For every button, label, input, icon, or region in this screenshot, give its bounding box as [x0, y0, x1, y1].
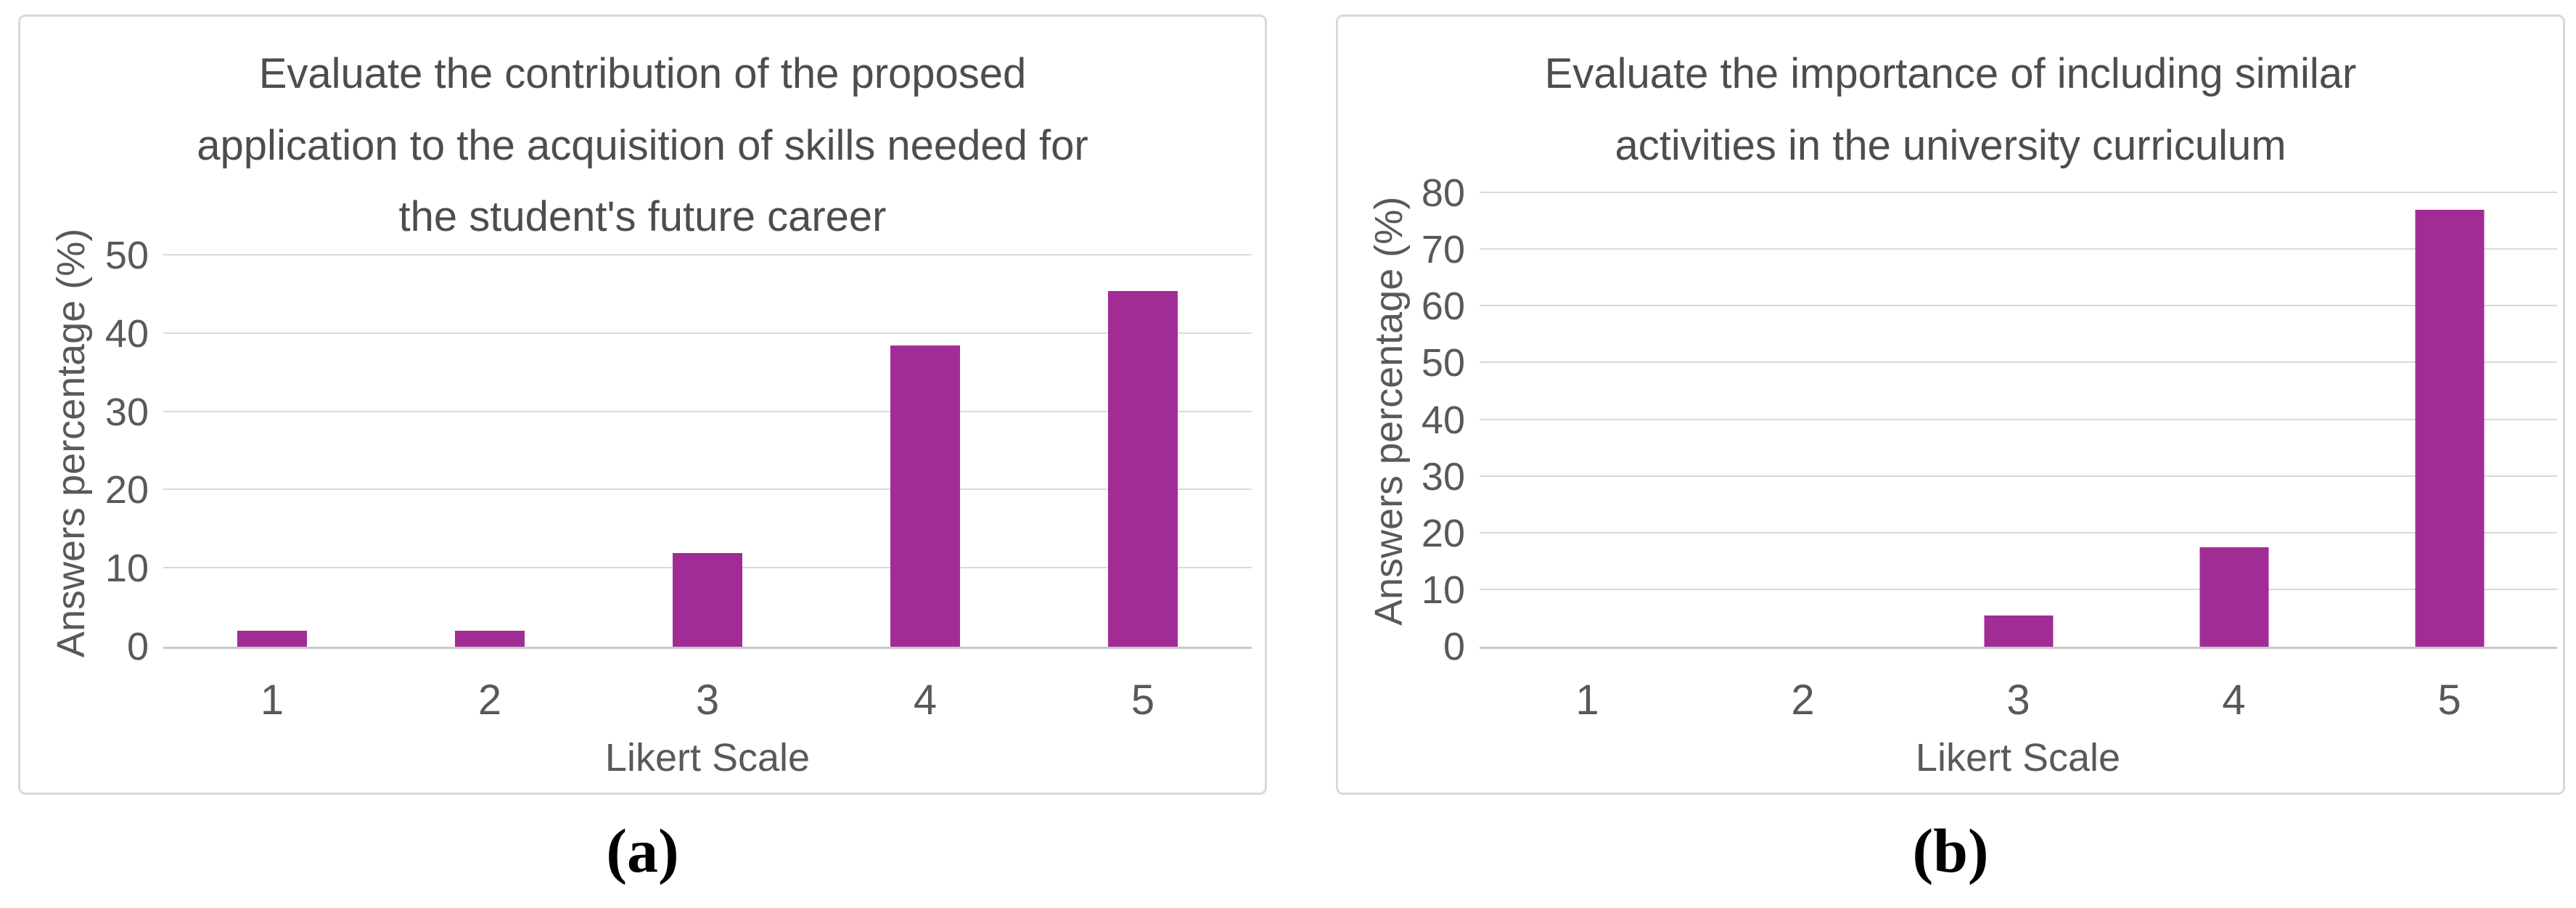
chart-a-x-axis-label: Likert Scale [604, 736, 811, 780]
chart-a-y-axis-label: Answers percentage (%) [49, 228, 93, 658]
subfigure-label-b: (b) [1912, 816, 1989, 885]
gridline [1480, 531, 2557, 533]
bar [1108, 290, 1178, 647]
x-category-label: 5 [2437, 676, 2461, 724]
chart-b-title: Evaluate the importance of including sim… [1544, 50, 2357, 169]
y-tick-label: 0 [1443, 625, 1465, 668]
gridline [1480, 475, 2557, 477]
bar [673, 552, 742, 647]
y-tick-label: 30 [104, 390, 149, 434]
chart-a-title: Evaluate the contribution of the propose… [197, 50, 1088, 241]
bar [1983, 615, 2054, 647]
gridline [1480, 418, 2557, 420]
y-tick-label: 40 [104, 311, 149, 356]
bar [455, 631, 525, 647]
y-tick-label: 20 [1421, 511, 1465, 555]
x-category-label: 3 [695, 676, 720, 724]
chart-a-plot-area: 0 10 20 30 40 50 1 2 3 4 5 [105, 234, 1252, 724]
gridline [163, 332, 1252, 334]
y-tick-label: 40 [1421, 398, 1465, 442]
gridline [1480, 361, 2557, 364]
y-tick-label: 80 [1421, 171, 1465, 215]
y-tick-label: 50 [104, 234, 149, 277]
y-tick-label: 60 [1421, 285, 1465, 329]
x-category-label: 2 [477, 676, 502, 724]
subfigure-label-a: (a) [606, 816, 679, 885]
y-tick-label: 50 [1421, 341, 1465, 385]
bar [237, 631, 307, 647]
gridline [1480, 248, 2557, 250]
chart-b-plot-area: 0 10 20 30 40 50 60 70 80 1 2 3 4 5 [1422, 171, 2557, 724]
chart-panel-a: Evaluate the contribution of the propose… [18, 15, 1267, 795]
y-tick-label: 10 [104, 547, 149, 591]
gridline [1480, 588, 2557, 590]
y-tick-label: 20 [104, 468, 149, 512]
y-tick-label: 30 [1421, 454, 1465, 499]
gridline [163, 254, 1252, 255]
gridline [163, 410, 1252, 412]
y-tick-label: 10 [1421, 568, 1465, 612]
bar [2199, 547, 2269, 647]
chart-b-x-axis-label: Likert Scale [1915, 736, 2121, 780]
x-category-label: 1 [260, 676, 284, 724]
gridline [1480, 192, 2557, 193]
x-category-label: 4 [2222, 676, 2246, 724]
x-category-label: 5 [1131, 676, 1155, 724]
y-tick-label: 0 [126, 625, 149, 668]
x-category-label: 1 [1575, 676, 1599, 724]
x-category-label: 3 [2006, 676, 2030, 724]
bar [890, 345, 960, 647]
y-tick-label: 70 [1421, 228, 1465, 272]
chart-b-y-axis-label: Answers percentage (%) [1367, 196, 1411, 626]
bar [2414, 210, 2485, 647]
x-category-label: 2 [1791, 676, 1815, 724]
gridline [1480, 305, 2557, 307]
gridline [163, 488, 1252, 491]
x-category-label: 4 [913, 676, 938, 724]
chart-panel-b: Evaluate the importance of including sim… [1336, 15, 2565, 795]
